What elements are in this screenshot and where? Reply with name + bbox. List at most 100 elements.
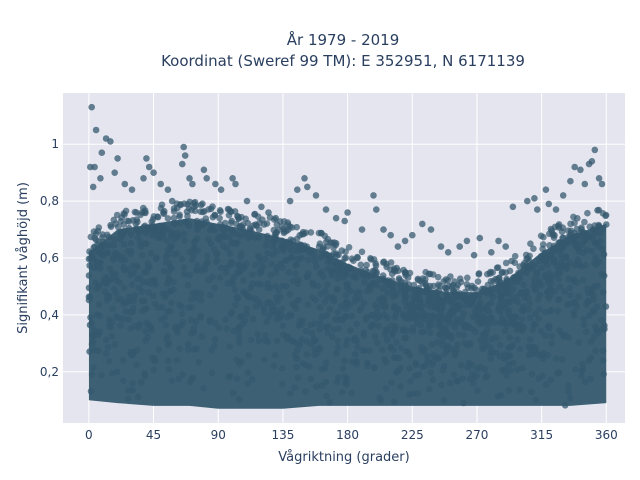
scatter-point (236, 313, 244, 321)
scatter-point (537, 232, 545, 240)
outlier-point (542, 186, 550, 193)
scatter-point (376, 276, 384, 284)
scatter-point (302, 327, 310, 335)
scatter-point (102, 336, 110, 344)
scatter-point (352, 268, 360, 276)
scatter-point (90, 228, 98, 235)
scatter-point (120, 315, 127, 323)
scatter-point (494, 393, 502, 400)
outlier-point (595, 175, 603, 182)
scatter-point (168, 265, 175, 272)
scatter-point (95, 258, 102, 266)
scatter-point (321, 365, 329, 372)
scatter-point (485, 320, 492, 328)
scatter-point (514, 336, 521, 343)
x-tick-labels: 0 45 90 135 180 225 270 315 360 (85, 428, 618, 442)
scatter-point (115, 223, 122, 231)
scatter-point (382, 358, 390, 366)
scatter-point (260, 356, 268, 363)
scatter-point (392, 311, 400, 318)
scatter-point (379, 285, 386, 292)
scatter-point (542, 332, 549, 340)
scatter-point (147, 249, 155, 257)
scatter-point (90, 264, 97, 272)
scatter-point (293, 363, 300, 371)
scatter-point (412, 286, 419, 294)
scatter-point (88, 253, 96, 261)
scatter-point (233, 375, 241, 383)
scatter-point (487, 290, 495, 298)
scatter-point (211, 246, 218, 253)
scatter-point (271, 237, 279, 245)
scatter-point (168, 299, 175, 307)
scatter-point (267, 271, 275, 279)
scatter-point (323, 392, 330, 400)
scatter-point (515, 269, 522, 277)
scatter-point (85, 296, 93, 304)
outlier-point (164, 186, 172, 193)
scatter-point (393, 339, 400, 346)
scatter-point (595, 329, 603, 337)
scatter-point (217, 221, 224, 228)
scatter-point (348, 389, 356, 397)
scatter-point (190, 329, 198, 336)
scatter-point (285, 269, 293, 276)
scatter-point (402, 313, 410, 321)
scatter-point (544, 292, 552, 300)
scatter-point (406, 391, 413, 398)
scatter-point (419, 275, 427, 282)
scatter-point (188, 296, 195, 303)
scatter-point (328, 258, 335, 266)
scatter-point (208, 346, 215, 354)
outlier-point (258, 203, 265, 211)
scatter-point (474, 387, 481, 394)
scatter-point (340, 273, 347, 281)
scatter-point (504, 309, 512, 316)
scatter-point (402, 294, 409, 302)
scatter-point (548, 340, 555, 347)
scatter-point (458, 361, 465, 369)
scatter-point (506, 267, 514, 275)
scatter-point (525, 306, 533, 313)
scatter-point (341, 254, 348, 262)
scatter-point (235, 333, 243, 341)
scatter-point (338, 247, 346, 254)
scatter-point (192, 267, 200, 274)
scatter-point (164, 280, 171, 287)
scatter-point (227, 208, 235, 215)
scatter-point (191, 203, 198, 210)
scatter-point (511, 252, 519, 260)
scatter-point (113, 276, 121, 284)
scatter-point (551, 256, 558, 263)
scatter-point (366, 347, 374, 355)
outlier-point (502, 243, 510, 250)
scatter-point (383, 385, 390, 392)
scatter-point (103, 292, 111, 300)
scatter-point (353, 289, 360, 296)
scatter-point (330, 244, 337, 252)
scatter-point (565, 388, 573, 395)
scatter-point (298, 246, 305, 253)
scatter-point (525, 343, 532, 350)
x-tick-label: 0 (85, 428, 93, 442)
scatter-point (531, 344, 539, 352)
scatter-point (281, 257, 289, 265)
scatter-point (142, 337, 149, 344)
scatter-point (244, 292, 252, 300)
scatter-point (590, 231, 597, 238)
scatter-point (278, 305, 286, 313)
outlier-point (571, 163, 578, 171)
scatter-point (567, 292, 574, 299)
scatter-point (590, 333, 598, 341)
scatter-point (152, 255, 160, 263)
scatter-point (190, 374, 197, 382)
scatter-point (399, 325, 407, 333)
scatter-point (480, 344, 488, 351)
scatter-point (381, 330, 389, 338)
x-tick-label: 225 (401, 428, 424, 442)
scatter-point (571, 219, 578, 227)
scatter-point (197, 296, 205, 304)
scatter-point (370, 364, 378, 371)
scatter-point (103, 249, 111, 256)
scatter-point (442, 324, 449, 332)
